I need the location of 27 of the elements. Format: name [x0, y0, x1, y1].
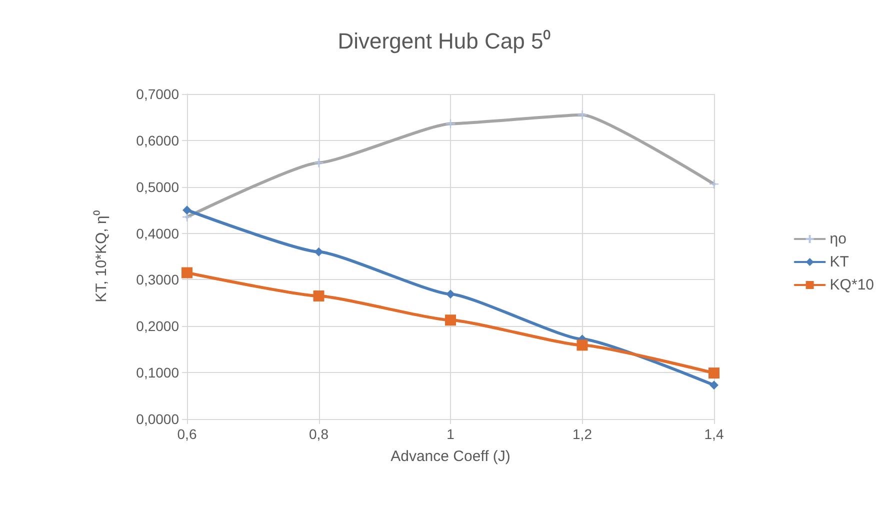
- x-tick-label: 0,8: [309, 426, 329, 442]
- x-tick-label: 0,6: [177, 426, 197, 442]
- y-tick-label: 0,0000: [136, 411, 180, 427]
- point: [182, 206, 192, 215]
- point: [708, 368, 720, 379]
- point: [710, 380, 718, 390]
- point: [446, 290, 455, 299]
- x-tick-label: 1: [446, 426, 455, 442]
- point: [445, 314, 456, 326]
- y-tick-label: 0,5000: [136, 178, 180, 195]
- legend-label: KQ*10: [830, 276, 874, 294]
- y-tick-label: 0,7000: [136, 86, 180, 102]
- x-axis-title: Advance Coeff (J): [390, 448, 510, 465]
- legend-label: KT: [830, 254, 849, 270]
- y-tick-label: 0,2000: [136, 318, 180, 334]
- point: [313, 290, 324, 302]
- x-tick-label: 1,2: [572, 426, 592, 442]
- y-tick-label: 0,3000: [136, 272, 180, 288]
- y-tick-label: 0,1000: [136, 364, 180, 381]
- chart-title: Divergent Hub Cap 5⁰: [338, 28, 552, 54]
- x-tick-label: 1,4: [704, 426, 724, 442]
- y-tick-label: 0,6000: [136, 132, 180, 148]
- point: [576, 340, 588, 351]
- point: [182, 267, 192, 278]
- legend-label: ηo: [830, 230, 846, 248]
- y-tick-label: 0,4000: [136, 225, 180, 242]
- y-axis-title: KT, 10*KQ, η⁰: [93, 210, 110, 302]
